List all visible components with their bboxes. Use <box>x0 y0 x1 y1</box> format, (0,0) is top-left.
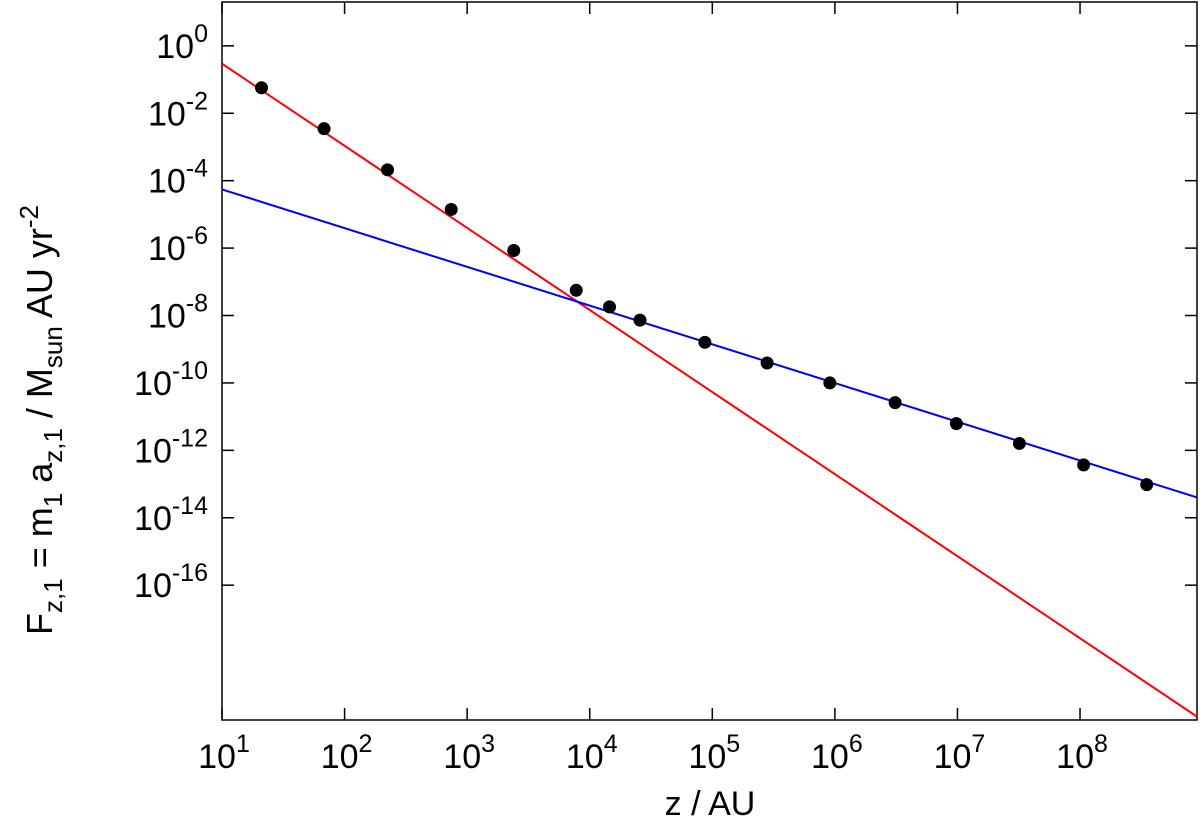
x-tick-label: 107 <box>934 730 986 776</box>
tick-base: 10 <box>1056 738 1094 776</box>
tick-exponent: -6 <box>186 222 208 250</box>
x-tick-label: 101 <box>198 730 250 776</box>
tick-exponent: -10 <box>172 357 208 385</box>
data-point <box>760 356 774 370</box>
y-tick-label: 10-14 <box>134 492 208 538</box>
tick-exponent: -16 <box>172 559 208 587</box>
tick-base: 10 <box>811 738 849 776</box>
tick-exponent: -14 <box>172 492 208 520</box>
tick-base: 10 <box>934 738 972 776</box>
tick-base: 10 <box>134 432 172 470</box>
data-point <box>254 81 268 95</box>
y-tick-label: 10-16 <box>134 559 208 605</box>
data-point <box>1140 478 1154 492</box>
data-point <box>603 300 617 314</box>
data-point <box>823 376 837 390</box>
tick-exponent: -12 <box>172 424 208 452</box>
y-tick-label: 10-6 <box>148 222 208 268</box>
tick-exponent: 5 <box>726 730 740 758</box>
y-tick-label: 10-2 <box>148 87 208 133</box>
y-label-part: z,1 <box>38 428 68 463</box>
tick-base: 10 <box>198 738 236 776</box>
y-label-part: = m <box>19 507 60 578</box>
y-label-part: AU yr <box>19 228 60 326</box>
y-label-part: F <box>19 613 60 635</box>
tick-base: 10 <box>148 95 186 133</box>
y-label-part: 1 <box>38 493 68 507</box>
tick-exponent: 8 <box>1094 730 1108 758</box>
tick-exponent: 6 <box>849 730 863 758</box>
tick-exponent: -2 <box>186 87 208 115</box>
tick-exponent: 4 <box>604 730 618 758</box>
fit-line <box>221 62 1198 718</box>
x-axis-label: z / AU <box>665 785 756 823</box>
data-point <box>949 417 963 431</box>
y-tick-label: 100 <box>156 20 208 66</box>
y-tick-label: 10-8 <box>148 290 208 336</box>
y-label-part: / M <box>19 368 60 428</box>
tick-base: 10 <box>134 567 172 605</box>
x-tick-label: 102 <box>321 730 373 776</box>
y-tick-label: 10-10 <box>134 357 208 403</box>
tick-base: 10 <box>148 230 186 268</box>
y-tick-label: 10-12 <box>134 424 208 470</box>
y-tick-label: 10-4 <box>148 155 208 201</box>
tick-exponent: -4 <box>186 155 208 183</box>
y-axis-label: Fz,1 = m1 az,1 / Msun AU yr-2 <box>14 205 68 635</box>
tick-base: 10 <box>134 500 172 538</box>
tick-base: 10 <box>148 298 186 336</box>
data-point <box>1077 458 1091 472</box>
y-label-part: sun <box>38 326 68 368</box>
tick-base: 10 <box>134 365 172 403</box>
tick-exponent: -8 <box>186 290 208 318</box>
tick-base: 10 <box>156 28 194 66</box>
x-tick-label: 103 <box>443 730 495 776</box>
y-label-part: a <box>19 462 60 493</box>
tick-base: 10 <box>321 738 359 776</box>
data-point <box>381 163 395 177</box>
x-tick-label: 108 <box>1056 730 1108 776</box>
tick-exponent: 7 <box>971 730 985 758</box>
data-point <box>698 335 712 349</box>
data-point <box>888 396 902 410</box>
tick-base: 10 <box>688 738 726 776</box>
tick-exponent: 2 <box>359 730 373 758</box>
data-point <box>317 122 331 136</box>
x-tick-label: 105 <box>688 730 740 776</box>
data-point <box>633 313 647 327</box>
tick-exponent: 3 <box>481 730 495 758</box>
data-point <box>444 202 458 216</box>
x-tick-label: 104 <box>566 730 618 776</box>
data-point <box>1012 436 1026 450</box>
tick-exponent: 0 <box>194 20 208 48</box>
x-tick-label: 106 <box>811 730 863 776</box>
tick-base: 10 <box>566 738 604 776</box>
plot-frame <box>221 1 1198 721</box>
tick-exponent: 1 <box>236 730 250 758</box>
data-point <box>569 283 583 297</box>
y-label-part: -2 <box>14 205 44 228</box>
y-label-part: z,1 <box>38 578 68 613</box>
tick-base: 10 <box>148 163 186 201</box>
tick-base: 10 <box>443 738 481 776</box>
data-point <box>507 243 521 257</box>
